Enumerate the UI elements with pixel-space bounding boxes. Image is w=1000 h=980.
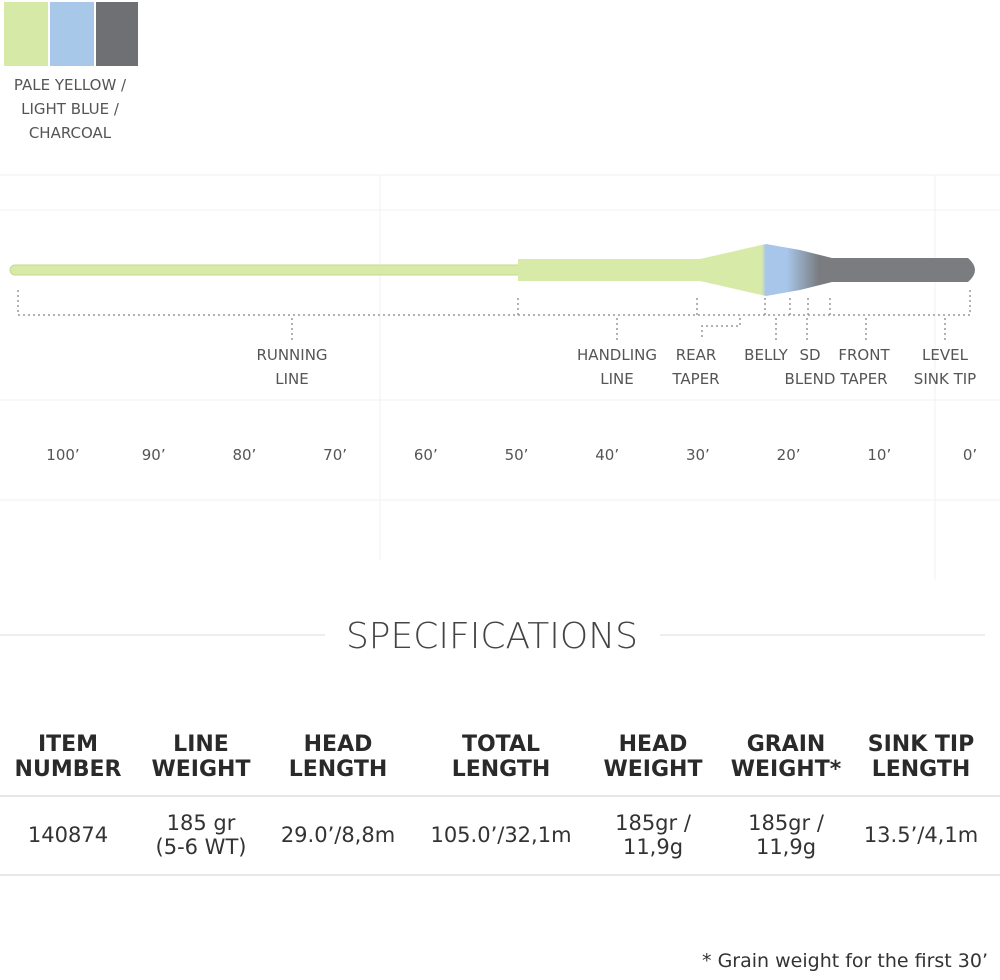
- column-header: LENGTH: [872, 757, 971, 782]
- distance-label: 20’: [777, 446, 801, 464]
- distance-label: 100’: [46, 446, 79, 464]
- column-header: ITEM: [38, 732, 98, 757]
- distance-label: 80’: [232, 446, 256, 464]
- distance-label: 40’: [595, 446, 619, 464]
- table-cell: 105.0’/32,1m: [430, 823, 571, 847]
- section-label: LEVEL: [922, 346, 969, 364]
- section-label: BLEND: [785, 370, 836, 388]
- color-label: LIGHT BLUE /: [21, 100, 120, 118]
- distance-label: 0’: [963, 446, 977, 464]
- table-cell: 185gr /: [748, 811, 825, 835]
- section-label: REAR: [676, 346, 717, 364]
- background-grid: [0, 174, 1000, 580]
- table-cell: 29.0’/8,8m: [281, 823, 395, 847]
- column-header: LENGTH: [452, 757, 551, 782]
- column-header: WEIGHT*: [731, 757, 842, 782]
- column-header: GRAIN: [747, 732, 826, 757]
- table-cell: 140874: [28, 823, 108, 847]
- section-label: FRONT: [838, 346, 890, 364]
- table-cell: 185gr /: [615, 811, 692, 835]
- section-label: RUNNING: [256, 346, 327, 364]
- section-label: SINK TIP: [914, 370, 976, 388]
- column-header: WEIGHT: [152, 757, 251, 782]
- distance-label: 50’: [505, 446, 529, 464]
- footnote: * Grain weight for the first 30’: [702, 950, 988, 972]
- table-cell: 11,9g: [623, 835, 683, 859]
- column-header: TOTAL: [462, 732, 540, 757]
- section-label: BELLY: [744, 346, 788, 364]
- section-label: SD: [799, 346, 820, 364]
- distance-label: 60’: [414, 446, 438, 464]
- section-title: SPECIFICATIONS: [346, 616, 638, 657]
- swatch: [50, 2, 94, 66]
- color-label: PALE YELLOW /: [14, 76, 127, 94]
- distance-label: 30’: [686, 446, 710, 464]
- column-header: SINK TIP: [868, 732, 974, 757]
- column-header: LENGTH: [289, 757, 388, 782]
- column-header: HEAD: [619, 732, 688, 757]
- column-header: WEIGHT: [604, 757, 703, 782]
- column-header: LINE: [173, 732, 229, 757]
- section-label: TAPER: [671, 370, 719, 388]
- table-cell: 185 gr: [167, 811, 236, 835]
- distance-label: 70’: [323, 446, 347, 464]
- swatch: [4, 2, 48, 66]
- column-header: HEAD: [304, 732, 373, 757]
- measure-lines: [17, 290, 971, 340]
- table-cell: 11,9g: [756, 835, 816, 859]
- section-label: LINE: [275, 370, 308, 388]
- section-label: HANDLING: [577, 346, 657, 364]
- color-label: CHARCOAL: [29, 124, 112, 142]
- distance-label: 90’: [142, 446, 166, 464]
- table-cell: (5-6 WT): [156, 835, 247, 859]
- running-line: [9, 264, 523, 276]
- column-header: NUMBER: [15, 757, 122, 782]
- swatch: [96, 2, 138, 66]
- section-label: TAPER: [839, 370, 887, 388]
- table-cell: 13.5’/4,1m: [864, 823, 978, 847]
- distance-label: 10’: [867, 446, 891, 464]
- section-label: LINE: [600, 370, 633, 388]
- line-head: [518, 244, 975, 296]
